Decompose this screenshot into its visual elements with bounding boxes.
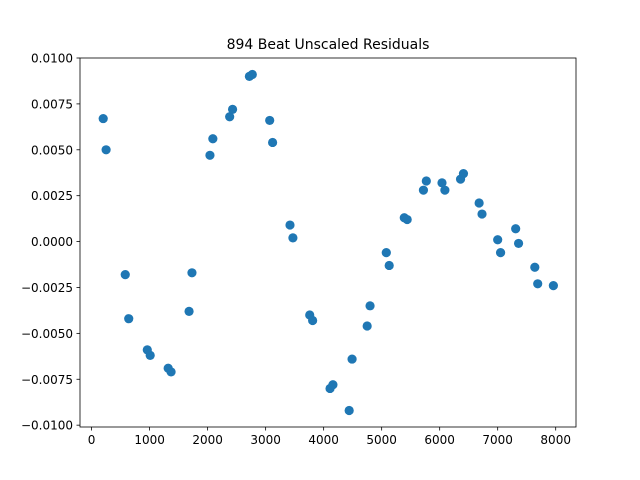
data-point (184, 306, 194, 316)
data-point (384, 260, 394, 271)
data-point (437, 178, 447, 188)
data-point (225, 112, 235, 122)
data-point (548, 281, 558, 291)
y-tick-label: 0.0050 (31, 143, 73, 157)
data-point (328, 380, 338, 390)
axes-frame (79, 57, 577, 428)
y-tick-label: −0.0100 (21, 419, 73, 433)
data-point (402, 214, 412, 225)
data-point (120, 270, 130, 280)
data-points (98, 69, 558, 416)
y-tick-label: −0.0050 (21, 327, 73, 341)
data-point (101, 145, 111, 155)
x-tick-label: 0 (88, 433, 96, 447)
x-axis: 0 1000 2000 3000 4000 5000 6000 7000 8000 (88, 427, 571, 447)
data-point (381, 247, 391, 258)
data-point (308, 315, 318, 326)
data-point (124, 314, 134, 324)
data-point (513, 238, 524, 249)
x-tick-label: 7000 (482, 433, 513, 447)
chart-title: 894 Beat Unscaled Residuals (227, 37, 430, 53)
data-point (421, 176, 431, 186)
y-tick-label: −0.0025 (21, 281, 73, 295)
x-tick-label: 1000 (134, 433, 165, 447)
plot-area: 0 1000 2000 3000 4000 5000 6000 7000 8000 −0.010… (21, 52, 577, 447)
data-point (227, 104, 238, 115)
data-point (530, 262, 540, 272)
data-point (98, 113, 108, 124)
data-point (285, 220, 295, 230)
data-point (166, 367, 176, 377)
data-point (347, 354, 357, 364)
data-point (458, 169, 469, 179)
data-point (344, 405, 354, 416)
y-tick-label: 0.0100 (31, 52, 73, 66)
x-tick-label: 5000 (366, 433, 397, 447)
data-point (477, 209, 487, 219)
data-point (533, 279, 543, 289)
y-axis: −0.0100 −0.0075 −0.0050 −0.0025 0.0000 0.0025… (21, 52, 80, 433)
data-point (205, 150, 215, 160)
data-point (247, 69, 257, 80)
data-point (418, 185, 429, 195)
data-point (208, 134, 218, 144)
data-point (511, 224, 521, 234)
y-tick-label: 0.0025 (31, 189, 73, 203)
data-point (495, 247, 506, 258)
y-tick-label: 0.0000 (31, 235, 73, 249)
data-point (288, 233, 298, 243)
y-tick-label: −0.0075 (21, 373, 73, 387)
data-point (365, 301, 375, 311)
x-tick-label: 3000 (250, 433, 281, 447)
data-point (145, 350, 155, 361)
data-point (362, 321, 372, 331)
data-point (440, 185, 450, 195)
data-point (265, 115, 275, 126)
x-tick-label: 4000 (308, 433, 339, 447)
data-point (474, 198, 484, 208)
x-tick-label: 2000 (192, 433, 223, 447)
data-point (267, 137, 278, 148)
data-point (187, 268, 197, 278)
x-tick-label: 8000 (540, 433, 571, 447)
data-point (493, 235, 503, 245)
y-tick-label: 0.0075 (31, 97, 73, 111)
x-tick-label: 6000 (424, 433, 455, 447)
